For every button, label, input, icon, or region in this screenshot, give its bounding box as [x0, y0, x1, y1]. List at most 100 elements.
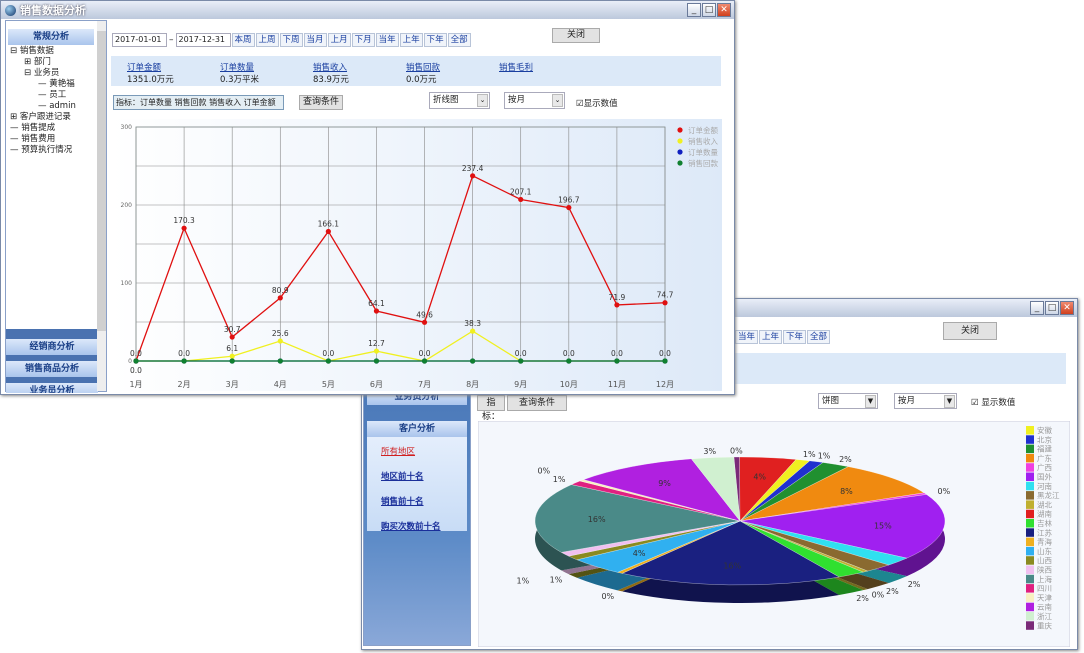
legend-label: 山西 — [1037, 555, 1053, 565]
data-label: 0.0 — [178, 349, 190, 358]
metric-link[interactable]: 销售收入 — [313, 63, 348, 73]
query-button[interactable]: 查询条件 — [507, 395, 567, 411]
metric-value: 0.3万平米 — [220, 75, 260, 85]
quick-all[interactable]: 全部 — [807, 330, 831, 344]
pie-chart: 0%4%1% 1% 2%8% 0%15%2%2%0%2%16%0%4%1%1%16%1… — [478, 421, 1070, 647]
pie-data-label: 3% — [703, 447, 716, 456]
data-label: 12.7 — [368, 339, 385, 348]
quick-range-button[interactable]: 下年 — [423, 33, 447, 47]
tree-item[interactable]: ⊞ 客户跟进记录 — [10, 112, 106, 123]
data-label: 196.7 — [558, 196, 580, 205]
legend-swatch — [1026, 463, 1034, 472]
tree-item[interactable]: — 员工 — [10, 90, 106, 101]
close-window-button[interactable]: ✕ — [717, 3, 731, 17]
link-top-regions[interactable]: 地区前十名 — [381, 472, 424, 482]
tree-item[interactable]: — 黄艳福 — [10, 79, 106, 90]
link-all-regions[interactable]: 所有地区 — [381, 447, 416, 457]
maximize-button[interactable]: □ — [1045, 301, 1059, 315]
tree-item[interactable]: — 销售提成 — [10, 123, 106, 134]
minimize-button[interactable]: _ — [1030, 301, 1044, 315]
tree-item[interactable]: ⊞ 部门 — [10, 57, 106, 68]
data-point — [181, 225, 187, 231]
line-chart: 1月 2月 3月 4月 5月 6月 7月 8月 9月 10月 11月 12月 0 100 200 300 订单金… — [112, 119, 722, 391]
close-button[interactable]: 关闭 — [552, 28, 600, 43]
checkbox-icon: ☑ — [576, 99, 584, 109]
x-tick-label: 4月 — [274, 380, 287, 389]
show-values-checkbox[interactable]: ☑显示数值 — [576, 97, 618, 109]
period-select[interactable]: 按月 ▼ — [894, 393, 957, 409]
tree-item[interactable]: — 预算执行情况 — [10, 145, 106, 156]
tree-toggle-icon: — — [10, 123, 19, 133]
quick-last-year[interactable]: 上年 — [759, 330, 783, 344]
sidebar-scrollbar[interactable] — [97, 21, 106, 391]
tree-item[interactable]: — admin — [10, 101, 106, 112]
quick-range-button[interactable]: 下月 — [351, 33, 375, 47]
metric-link[interactable]: 销售毛利 — [499, 63, 534, 73]
legend-swatch — [1026, 481, 1034, 491]
tree-toggle-icon: — — [10, 145, 19, 155]
metric-link[interactable]: 订单数量 — [220, 63, 255, 73]
quick-range-button[interactable]: 本周 — [231, 33, 255, 47]
metric-link[interactable]: 销售回款 — [406, 63, 441, 73]
quick-range-button[interactable]: 下周 — [279, 33, 303, 47]
quick-next-year[interactable]: 下年 — [783, 330, 807, 344]
x-tick-label: 8月 — [466, 380, 479, 389]
data-label: 49.6 — [416, 310, 433, 319]
date-from-input[interactable]: 2017-01-01 — [112, 33, 167, 47]
indicator-button[interactable]: 指标： — [477, 395, 505, 422]
legend-label: 销售回款 — [688, 158, 718, 168]
minimize-button[interactable]: _ — [687, 3, 701, 17]
metric: 订单金额 1351.0万元 — [127, 61, 174, 85]
x-tick-label: 7月 — [418, 380, 431, 389]
chart-type-select[interactable]: 饼图 ▼ — [818, 393, 878, 409]
close-window-button[interactable]: ✕ — [1060, 301, 1074, 315]
quick-range-button[interactable]: 当月 — [303, 33, 327, 47]
section-dealer[interactable]: 经销商分析 — [6, 339, 98, 355]
legend-swatch — [1026, 426, 1034, 435]
legend-label: 四川 — [1037, 584, 1052, 593]
tree-item[interactable]: — 销售费用 — [10, 134, 106, 145]
indicator-field[interactable]: 指标：订单数量 销售回款 销售收入 订单金额 — [113, 95, 284, 110]
date-to-input[interactable]: 2017-12-31 — [175, 33, 231, 47]
query-button[interactable]: 查询条件 — [299, 95, 343, 110]
section-salesman[interactable]: 业务员分析 — [6, 383, 98, 393]
close-button[interactable]: 关闭 — [943, 322, 997, 340]
section-general[interactable]: 常规分析 — [8, 29, 94, 45]
quick-this-year[interactable]: 当年 — [735, 330, 759, 344]
data-point — [566, 204, 572, 211]
metric-link[interactable]: 订单金额 — [127, 63, 162, 73]
checkbox-icon: ☑ — [971, 398, 979, 408]
show-values-label: 显示数值 — [981, 398, 1016, 408]
quick-range-button[interactable]: 全部 — [447, 33, 471, 47]
data-label: 30.7 — [224, 325, 241, 334]
tree-item[interactable]: ⊟ 销售数据 — [10, 46, 106, 57]
x-tick-label: 1月 — [129, 380, 142, 389]
data-label: 0.0 — [515, 349, 527, 358]
chart-type-select[interactable]: 折线图 ⌄ — [429, 92, 490, 109]
legend-label: 黑龙江 — [1037, 490, 1060, 500]
tree-item[interactable]: ⊟ 业务员 — [10, 68, 106, 79]
quick-range-button[interactable]: 当年 — [375, 33, 399, 47]
maximize-button[interactable]: □ — [702, 3, 716, 17]
period-select[interactable]: 按月 ⌄ — [504, 92, 565, 109]
quick-range-button[interactable]: 上年 — [399, 33, 423, 47]
link-top-sales[interactable]: 销售前十名 — [381, 497, 424, 507]
tree-item-label: 业务员 — [33, 68, 60, 78]
chevron-down-icon: ▼ — [865, 395, 876, 408]
legend-swatch — [1026, 491, 1034, 500]
x-tick-label: 5月 — [322, 380, 335, 389]
section-customer[interactable]: 客户分析 — [367, 421, 467, 437]
show-values-checkbox[interactable]: ☑ 显示数值 — [971, 396, 1015, 408]
data-point — [662, 358, 668, 364]
legend-label: 上海 — [1037, 574, 1053, 584]
pie-data-label: 1% — [553, 475, 566, 484]
data-point — [277, 295, 283, 301]
link-top-purchases[interactable]: 购买次数前十名 — [381, 522, 441, 532]
chevron-down-icon: ⌄ — [552, 94, 563, 107]
quick-range-button[interactable]: 上周 — [255, 33, 279, 47]
metric-value: 0.0万元 — [406, 75, 437, 85]
pie-data-label: 4% — [753, 473, 766, 482]
pie-data-label: 2% — [908, 580, 921, 589]
quick-range-button[interactable]: 上月 — [327, 33, 351, 47]
section-product[interactable]: 销售商品分析 — [6, 361, 98, 377]
